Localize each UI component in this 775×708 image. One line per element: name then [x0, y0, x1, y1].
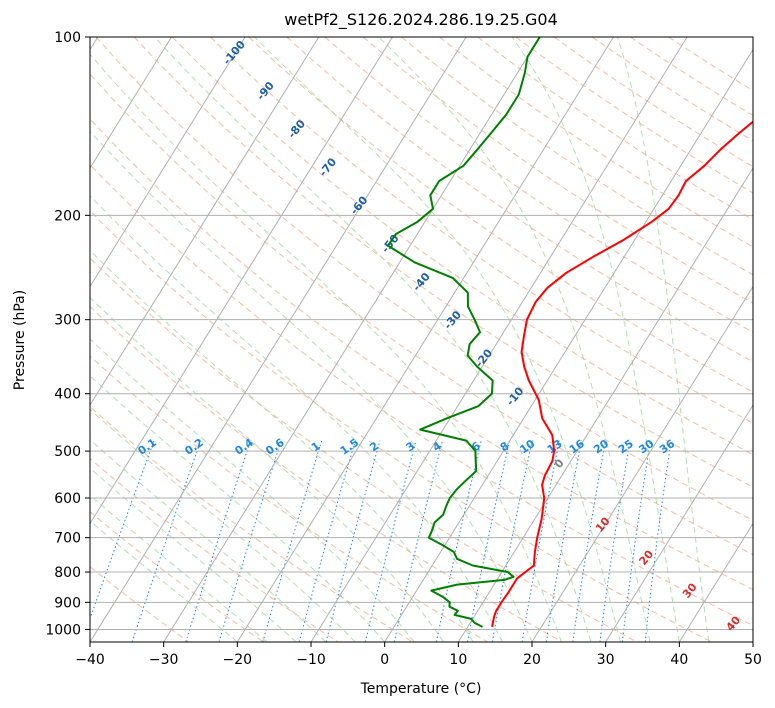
- x-tick-label: 40: [670, 652, 688, 668]
- isotherm-line: [90, 37, 467, 642]
- moist-adiabat-line: [617, 37, 710, 642]
- mixing-ratio-line: [262, 440, 323, 642]
- moist-adiabat-line: [90, 338, 415, 642]
- dry-adiabat-line: [90, 163, 753, 627]
- isotherm-line: [90, 37, 172, 169]
- mixing-ratio-line: [298, 440, 356, 642]
- dry-adiabat-line: [591, 37, 753, 142]
- moist-adiabat-line: [90, 467, 297, 642]
- mixing-ratio-line: [621, 440, 651, 642]
- isotherm-line: [90, 37, 246, 288]
- dry-adiabat-line: [90, 305, 563, 642]
- y-tick-label: 800: [54, 565, 81, 581]
- dry-adiabat-line: [90, 257, 638, 642]
- moist-adiabat-line: [254, 37, 621, 642]
- y-axis: 100 200 300 400 500 600 700 800 900 1000: [45, 30, 90, 638]
- x-tick-label: 30: [597, 652, 615, 668]
- moist-adiabat-line: [154, 37, 592, 642]
- x-axis-title: Temperature (°C): [360, 681, 482, 697]
- plot-frame: [89, 36, 754, 643]
- y-tick-label: 100: [54, 30, 81, 46]
- dry-adiabat-line: [90, 405, 414, 642]
- x-tick-label: 10: [449, 652, 467, 668]
- x-tick-label: 0: [380, 652, 389, 668]
- mixing-ratio-lines: [90, 440, 672, 642]
- dry-adiabat-line: [90, 118, 753, 591]
- dry-adiabat-line: [439, 37, 753, 248]
- dry-adiabat-line: [90, 73, 753, 556]
- mixing-ratio-line: [185, 440, 251, 642]
- mixing-ratio-line: [599, 440, 631, 642]
- dry-adiabat-line: [553, 37, 753, 168]
- mixing-ratio-line: [218, 440, 282, 642]
- mixing-ratio-line: [325, 440, 381, 642]
- isotherm-line: [605, 404, 753, 642]
- isotherm-line: [384, 48, 753, 642]
- y-tick-label: 600: [54, 491, 81, 507]
- x-tick-label: −10: [296, 652, 326, 668]
- moist-adiabat-line: [90, 53, 562, 642]
- isobar-grid: [90, 37, 753, 630]
- y-tick-label: 200: [54, 208, 81, 224]
- x-tick-label: 20: [523, 652, 541, 668]
- y-tick-label: 700: [54, 531, 81, 547]
- mixing-ratio-line: [467, 440, 511, 642]
- x-tick-label: −30: [149, 652, 179, 668]
- isotherm-line: [90, 37, 393, 525]
- moist-adiabat-line: [90, 439, 327, 642]
- x-tick-label: −40: [75, 652, 105, 668]
- y-tick-label: 900: [54, 595, 81, 611]
- isotherm-line: [90, 37, 320, 406]
- series-layer: [387, 37, 753, 628]
- y-tick-label: 400: [54, 387, 81, 403]
- isotherm-line: [678, 522, 753, 642]
- mixing-ratio-line: [90, 440, 155, 621]
- dry-adiabat-line: [95, 37, 753, 521]
- mixing-ratio-line: [545, 440, 582, 642]
- dry-adiabat-line: [362, 37, 753, 304]
- moist-adiabat-line: [90, 408, 356, 642]
- chart-title: wetPf2_S126.2024.286.19.25.G04: [284, 10, 558, 30]
- isotherm-line: [310, 37, 688, 642]
- dry-adiabat-line: [90, 457, 339, 642]
- mixing-ratio-line: [435, 440, 482, 642]
- dry-adiabat-line: [286, 37, 753, 363]
- isotherm-line: [531, 285, 753, 642]
- mixing-ratio-line: [521, 440, 560, 642]
- dewpoint-line: [387, 37, 541, 628]
- dry-adiabat-line: [248, 37, 753, 393]
- x-axis: −40 −30 −20 −10 0 10 20 30 40 50: [75, 642, 762, 668]
- isotherm-line: [236, 37, 614, 642]
- y-tick-label: 500: [54, 444, 81, 460]
- isotherm-line: [457, 167, 753, 642]
- mixing-ratio-line: [491, 440, 533, 642]
- isotherm-line: [163, 37, 541, 642]
- mixing-ratio-line: [644, 440, 672, 642]
- moist-adiabat-line: [90, 494, 268, 642]
- mixing-ratio-line: [364, 440, 417, 642]
- y-tick-label: 1000: [45, 622, 81, 638]
- moist-adiabat-line: [511, 37, 680, 642]
- y-tick-label: 300: [54, 313, 81, 329]
- temperature-line: [491, 120, 753, 628]
- mixing-ratio-line: [572, 440, 606, 642]
- moist-adiabat-line: [90, 296, 445, 642]
- dry-adiabat-line: [477, 37, 753, 221]
- isotherms: [90, 37, 753, 642]
- x-tick-label: −20: [223, 652, 253, 668]
- x-tick-label: 50: [744, 652, 762, 668]
- y-axis-title: Pressure (hPa): [12, 290, 28, 390]
